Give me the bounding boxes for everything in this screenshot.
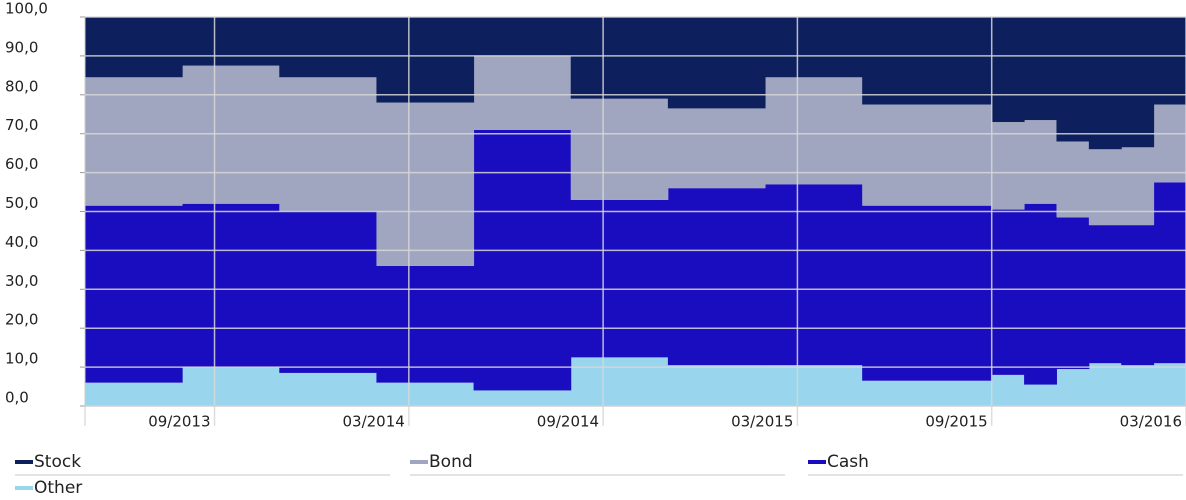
area-step xyxy=(1056,217,1090,370)
y-tick-label: 50,0 xyxy=(5,194,38,212)
area-step xyxy=(376,102,475,266)
area-step xyxy=(85,17,183,78)
area-step xyxy=(991,209,1025,375)
area-step xyxy=(765,184,863,366)
y-tick-label: 10,0 xyxy=(5,350,38,368)
area-step xyxy=(1056,369,1090,406)
area-step xyxy=(279,17,377,78)
area-step xyxy=(1121,225,1155,366)
area-step xyxy=(376,17,475,103)
y-tick-label: 60,0 xyxy=(5,155,38,173)
area-step xyxy=(862,104,993,206)
area-step xyxy=(182,17,280,66)
area-step xyxy=(473,17,572,56)
x-tick-label: 09/2013 xyxy=(148,413,210,431)
y-tick-label: 100,0 xyxy=(5,0,48,18)
legend-swatch xyxy=(15,486,33,490)
legend-swatch xyxy=(15,460,33,464)
area-step xyxy=(570,98,669,200)
area-step xyxy=(667,188,766,366)
area-step xyxy=(279,211,377,373)
area-step xyxy=(1153,182,1186,364)
area-step xyxy=(765,17,863,78)
y-tick-label: 40,0 xyxy=(5,233,38,251)
legend-label: Bond xyxy=(429,452,473,472)
area-step xyxy=(1121,147,1155,226)
area-step xyxy=(85,205,183,383)
area-step xyxy=(473,55,572,130)
area-step xyxy=(1024,384,1057,406)
legend-swatch xyxy=(410,460,428,464)
area-step xyxy=(991,122,1025,210)
area-step xyxy=(667,17,766,109)
area-step xyxy=(667,108,766,189)
y-tick-label: 70,0 xyxy=(5,116,38,134)
y-tick-label: 30,0 xyxy=(5,272,38,290)
legend-label: Cash xyxy=(827,452,869,472)
area-step xyxy=(570,17,669,99)
area-step xyxy=(862,380,993,406)
area-step xyxy=(765,77,863,185)
area-step xyxy=(1056,17,1090,142)
area-step xyxy=(991,374,1025,406)
area-step xyxy=(1121,17,1155,148)
area-step xyxy=(182,65,280,204)
area-step xyxy=(1088,225,1122,364)
area-step xyxy=(473,390,572,406)
area-step xyxy=(1088,17,1122,150)
area-step xyxy=(376,382,475,406)
area-step xyxy=(279,372,377,406)
area-step xyxy=(85,382,183,406)
area-step xyxy=(862,17,993,105)
area-step xyxy=(991,17,1025,123)
x-tick-label: 03/2015 xyxy=(731,413,793,431)
area-step xyxy=(1024,203,1057,385)
legend-label: Stock xyxy=(34,452,81,472)
area-step xyxy=(570,199,669,358)
area-step xyxy=(1121,365,1155,406)
legend-swatch xyxy=(808,460,826,464)
y-tick-label: 90,0 xyxy=(5,38,38,56)
y-tick-label: 0,0 xyxy=(5,389,29,407)
y-tick-label: 20,0 xyxy=(5,311,38,329)
x-tick-label: 03/2016 xyxy=(1120,413,1182,431)
area-step xyxy=(862,205,993,381)
area-step xyxy=(1024,120,1057,204)
area-step xyxy=(1024,17,1057,121)
area-step xyxy=(85,77,183,206)
area-step xyxy=(1088,363,1122,406)
y-tick-label: 80,0 xyxy=(5,77,38,95)
area-step xyxy=(1153,363,1186,406)
area-step xyxy=(667,365,766,406)
x-tick-label: 03/2014 xyxy=(342,413,404,431)
area-step xyxy=(1056,141,1090,218)
area-step xyxy=(182,203,280,368)
area-step xyxy=(182,367,280,406)
area-step xyxy=(570,357,669,406)
legend-label: Other xyxy=(34,478,82,498)
area-step xyxy=(1153,17,1186,105)
area-step xyxy=(765,365,863,406)
area-step xyxy=(1088,149,1122,226)
area-step xyxy=(473,129,572,391)
area-step xyxy=(279,77,377,212)
area-step xyxy=(1153,104,1186,183)
x-tick-label: 09/2015 xyxy=(925,413,987,431)
area-step xyxy=(376,265,475,383)
x-tick-label: 09/2014 xyxy=(537,413,599,431)
